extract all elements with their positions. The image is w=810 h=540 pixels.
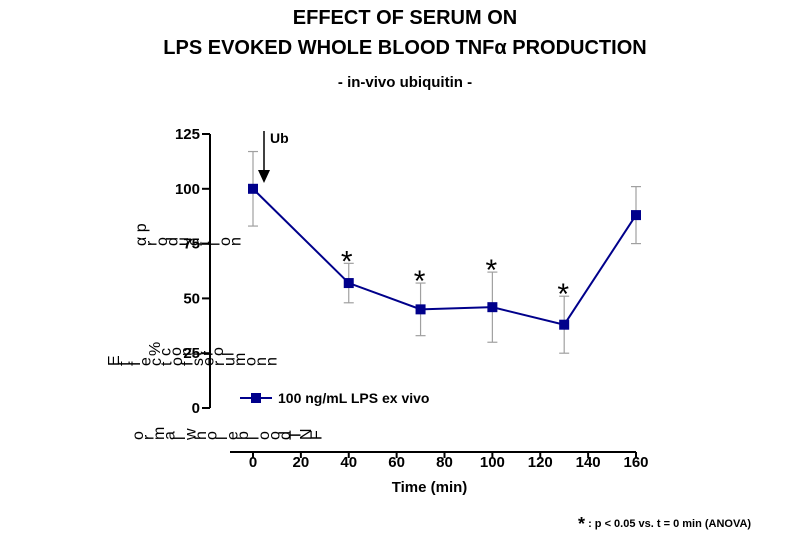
y-label-fragment: e — [138, 357, 155, 366]
y-label-fragment: u — [222, 357, 239, 366]
y-label-fragment: t — [159, 361, 176, 366]
y-label-fragment: r — [141, 434, 158, 440]
y-label-fragment: h — [193, 431, 210, 440]
axes: 0 25 50 75 100 125 0 20 40 60 80 100 120 140 160 Time (… — [175, 126, 649, 496]
x-tick-label-120: 120 — [528, 454, 553, 471]
significance-star: * — [486, 254, 498, 287]
title-line-1: EFFECT OF SERUM ON — [292, 7, 518, 29]
y-label-fragment: f — [180, 361, 197, 366]
chart-subtitle: - in-vivo ubiquitin - — [337, 74, 473, 91]
ub-arrow-head — [258, 170, 270, 183]
x-tick-label-20: 20 — [293, 454, 310, 471]
y-label-fragment: b — [235, 431, 252, 440]
y-label-fragment: c — [186, 238, 203, 246]
y-tick-label-25: 25 — [183, 345, 200, 362]
y-label-fragment: s — [190, 358, 207, 366]
y-tick-label-0: 0 — [192, 400, 200, 417]
y-label-fragment: m — [232, 353, 249, 366]
footnote-star: * — [578, 514, 586, 534]
y-label-fragment: c — [148, 358, 165, 366]
x-tick-label-80: 80 — [436, 454, 453, 471]
y-label-fragment: f — [127, 361, 144, 366]
data-point — [343, 278, 354, 289]
y-label-fragment: n — [264, 357, 281, 366]
y-label-fragment: d — [165, 237, 182, 246]
footnote: * : p < 0.05 vs. t = 0 min (ANOVA) — [578, 514, 751, 535]
series-path — [252, 188, 637, 326]
y-label-fragment: o — [256, 431, 273, 440]
y-label-fragment: l — [246, 436, 263, 440]
y-label-fragment: l — [221, 352, 238, 356]
y-label-fragment: n — [228, 237, 245, 246]
y-label-fragment: o — [210, 347, 227, 356]
y-label-fragment: l — [214, 436, 231, 440]
y-label-fragment: o — [204, 431, 221, 440]
y-label-fragment: n — [179, 347, 196, 356]
significance-markers: * * * * — [341, 245, 569, 311]
y-label-fragment: o — [217, 237, 234, 246]
y-label-fragment: o — [168, 347, 185, 356]
x-tick-label-100: 100 — [480, 454, 505, 471]
data-point — [415, 304, 426, 315]
y-label-fragment: a — [162, 431, 179, 440]
significance-star: * — [557, 278, 569, 311]
y-label-fragment: i — [207, 242, 224, 246]
y-label-fragment: m — [151, 427, 168, 440]
x-tick-label-40: 40 — [340, 454, 357, 471]
y-label-fragment: d — [277, 431, 294, 440]
y-tick-label-50: 50 — [183, 290, 200, 307]
y-label-fragment: u — [175, 237, 192, 246]
x-tick-label-60: 60 — [388, 454, 405, 471]
y-label-fragment: t — [189, 351, 206, 356]
ub-annotation: Ub — [258, 130, 289, 183]
y-label-fragment: l — [172, 436, 189, 440]
y-label-fragment: r — [211, 360, 228, 366]
y-label-fragment: n — [253, 357, 270, 366]
significance-star: * — [341, 245, 353, 278]
error-bars — [248, 150, 641, 354]
x-tick-label-160: 160 — [623, 454, 648, 471]
legend-label: 100 ng/mL LPS ex vivo — [278, 390, 429, 406]
x-tick-label-140: 140 — [576, 454, 601, 471]
footnote-text: : p < 0.05 vs. t = 0 min (ANOVA) — [588, 518, 752, 530]
y-label-fragment: T — [288, 430, 305, 440]
y-label-fragment: o — [243, 357, 260, 366]
y-label-fragment: α p — [133, 223, 150, 246]
legend-marker — [251, 393, 261, 403]
data-point — [559, 319, 570, 330]
significance-star: * — [414, 265, 426, 298]
y-label-fragment: % — [147, 342, 164, 356]
y-axis-label-fragments: α production%controlEffectofserumonnorma… — [106, 223, 326, 441]
x-tick-label-0: 0 — [249, 454, 257, 471]
y-tick-label-75: 75 — [183, 236, 200, 253]
title-line-2: LPS EVOKED WHOLE BLOOD TNFα PRODUCTION — [163, 37, 647, 59]
y-label-fragment: o — [267, 431, 284, 440]
x-axis-title: Time (min) — [392, 479, 468, 496]
y-label-fragment: c — [158, 348, 175, 356]
series-line — [252, 188, 637, 326]
y-label-fragment: o — [154, 237, 171, 246]
y-label-fragment: F — [309, 430, 326, 440]
legend: 100 ng/mL LPS ex vivo — [240, 390, 429, 406]
y-tick-label-100: 100 — [175, 181, 200, 198]
data-point — [631, 210, 641, 221]
y-label-fragment: o — [169, 357, 186, 366]
data-point — [487, 302, 498, 313]
data-point — [248, 183, 258, 194]
data-points — [248, 183, 641, 330]
ub-label: Ub — [270, 130, 289, 146]
y-label-fragment: r — [144, 240, 161, 246]
y-tick-label-125: 125 — [175, 126, 200, 143]
y-label-fragment: o — [130, 431, 147, 440]
y-label-fragment: f — [117, 361, 134, 366]
y-label-fragment: N — [298, 428, 315, 440]
y-label-fragment: w — [183, 428, 200, 441]
y-label-fragment: E — [106, 355, 123, 366]
y-label-fragment: e — [225, 431, 242, 440]
